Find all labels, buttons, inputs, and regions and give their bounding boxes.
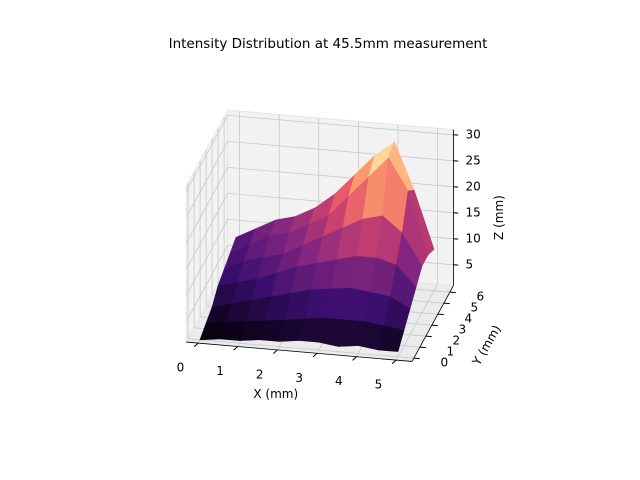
y-tick (443, 302, 450, 305)
y-tick-label: 0 (440, 356, 448, 370)
z-tick-label: 10 (465, 231, 480, 245)
y-tick-label: 3 (458, 323, 466, 337)
x-tick-label: 0 (177, 361, 185, 375)
x-tick-label: 5 (375, 378, 383, 392)
x-axis (186, 341, 413, 362)
y-tick-label: 2 (452, 334, 460, 348)
x-tick (193, 342, 199, 348)
y-tick-label: 4 (464, 312, 472, 326)
z-tick-label: 20 (465, 179, 480, 193)
y-tick-label: 5 (470, 301, 478, 315)
y-tick (425, 335, 432, 338)
y-tick (437, 313, 444, 316)
x-tick (233, 346, 239, 351)
grid-line (187, 182, 414, 359)
x-tick-label: 4 (335, 374, 343, 388)
z-tick-label: 25 (465, 153, 480, 167)
x-tick (272, 349, 278, 354)
y-tick (413, 357, 420, 360)
y-tick (431, 324, 438, 327)
x-tick (352, 356, 357, 361)
y-axis-label: Y (mm) (469, 323, 504, 369)
y-tick-label: 1 (446, 345, 454, 359)
x-tick (312, 352, 318, 358)
z-tick-label: 15 (465, 205, 480, 219)
y-tick (419, 346, 426, 349)
x-tick (391, 359, 397, 365)
z-tick-label: 5 (465, 257, 473, 271)
grid-line (185, 114, 454, 192)
z-axis-label: Z (mm) (492, 195, 506, 240)
x-tick-label: 3 (295, 371, 303, 385)
y-tick (449, 291, 456, 294)
x-tick-label: 2 (256, 367, 264, 381)
y-tick-label: 6 (476, 290, 484, 304)
chart-title: Intensity Distribution at 45.5mm measure… (169, 36, 488, 52)
z-tick-label: 30 (465, 127, 480, 141)
x-tick-label: 1 (216, 364, 224, 378)
surface (199, 140, 435, 352)
surface-cell (377, 325, 405, 352)
x-axis-label: X (mm) (253, 387, 298, 401)
y-axis (411, 285, 454, 362)
